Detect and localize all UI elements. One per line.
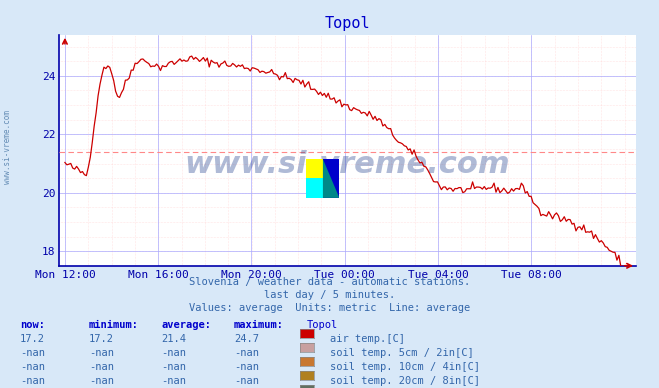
Text: maximum:: maximum:	[234, 320, 284, 330]
Text: -nan: -nan	[89, 362, 114, 372]
Text: soil temp. 20cm / 8in[C]: soil temp. 20cm / 8in[C]	[330, 376, 480, 386]
Text: -nan: -nan	[20, 348, 45, 358]
Text: minimum:: minimum:	[89, 320, 139, 330]
Text: -nan: -nan	[89, 376, 114, 386]
Text: -nan: -nan	[161, 362, 186, 372]
Text: -nan: -nan	[161, 348, 186, 358]
Text: now:: now:	[20, 320, 45, 330]
Text: average:: average:	[161, 320, 212, 330]
Bar	[306, 178, 323, 198]
Text: soil temp. 5cm / 2in[C]: soil temp. 5cm / 2in[C]	[330, 348, 473, 358]
Text: last day / 5 minutes.: last day / 5 minutes.	[264, 290, 395, 300]
Text: Topol: Topol	[306, 320, 337, 330]
Text: -nan: -nan	[234, 376, 259, 386]
Text: -nan: -nan	[20, 376, 45, 386]
Text: -nan: -nan	[89, 348, 114, 358]
Text: Slovenia / weather data - automatic stations.: Slovenia / weather data - automatic stat…	[189, 277, 470, 288]
Text: 17.2: 17.2	[89, 334, 114, 344]
Text: -nan: -nan	[161, 376, 186, 386]
Text: 21.4: 21.4	[161, 334, 186, 344]
Polygon shape	[323, 159, 339, 198]
Title: Topol: Topol	[325, 16, 370, 31]
Text: -nan: -nan	[234, 348, 259, 358]
Text: Values: average  Units: metric  Line: average: Values: average Units: metric Line: aver…	[189, 303, 470, 313]
Text: air temp.[C]: air temp.[C]	[330, 334, 405, 344]
Text: 24.7: 24.7	[234, 334, 259, 344]
Text: 17.2: 17.2	[20, 334, 45, 344]
Bar	[306, 159, 323, 178]
Text: -nan: -nan	[20, 362, 45, 372]
Text: www.si-vreme.com: www.si-vreme.com	[3, 111, 13, 184]
Text: -nan: -nan	[234, 362, 259, 372]
Text: www.si-vreme.com: www.si-vreme.com	[185, 150, 511, 179]
Text: soil temp. 10cm / 4in[C]: soil temp. 10cm / 4in[C]	[330, 362, 480, 372]
Bar	[323, 159, 339, 198]
